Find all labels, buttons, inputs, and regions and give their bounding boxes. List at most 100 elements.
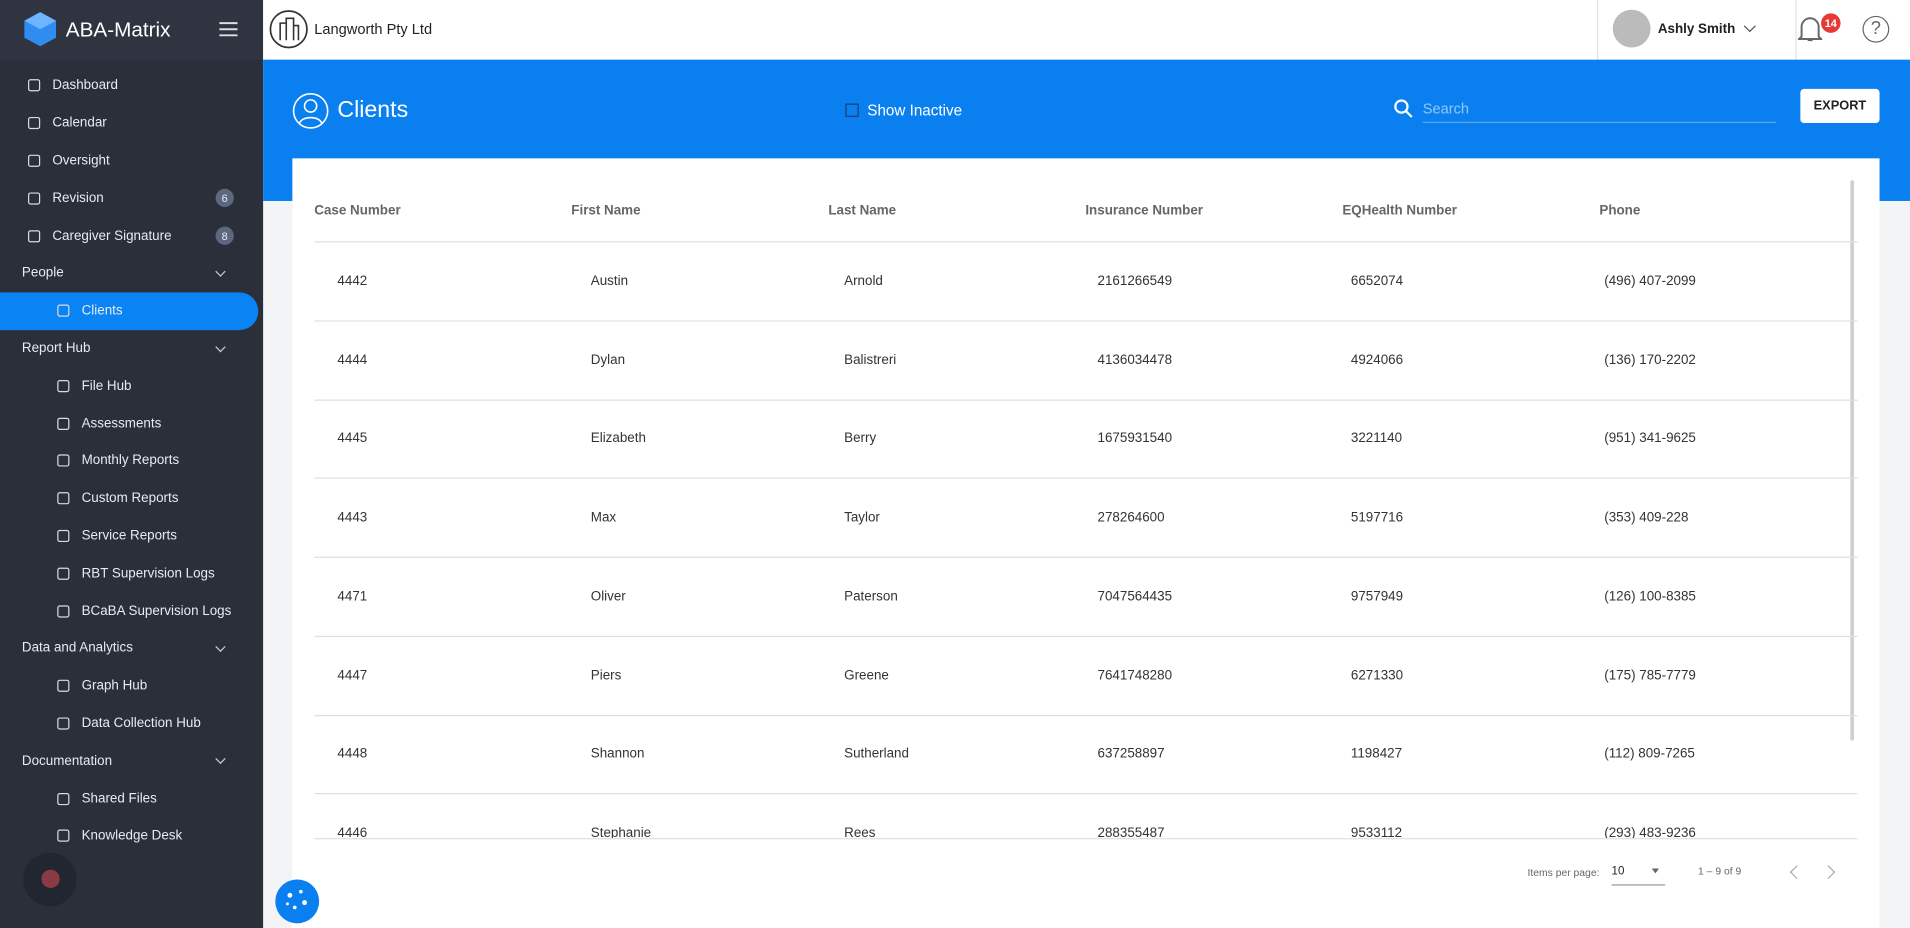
nav-section-title[interactable]: Documentation xyxy=(21,753,113,769)
table-row[interactable]: 4447 Piers Greene 7641748280 6271330 (175) 78… xyxy=(0,636,1910,716)
user-name[interactable]: Ashly Smith xyxy=(1657,21,1736,37)
table-row[interactable]: 4445 Elizabeth Berry 1675931540 3221140 (951)… xyxy=(0,400,1910,480)
nav-label[interactable]: Custom Reports xyxy=(81,491,179,506)
table-cell: 7047564435 xyxy=(1097,589,1173,604)
column-header[interactable]: Insurance Number xyxy=(1085,203,1203,219)
nav-item[interactable]: File Hub xyxy=(0,367,263,405)
table-cell: Stephanie xyxy=(590,825,652,839)
table-cell: 5197716 xyxy=(1350,510,1404,526)
cookie-button[interactable] xyxy=(274,878,320,924)
table-cell: 637258897 xyxy=(1097,746,1165,762)
nav-icon xyxy=(57,379,70,392)
table-cell: 4924066 xyxy=(1350,352,1404,368)
column-header[interactable]: Phone xyxy=(1599,203,1641,219)
nav-section[interactable]: Data and Analytics xyxy=(0,630,263,668)
nav-label[interactable]: Shared Files xyxy=(81,791,157,806)
help-icon[interactable]: ? xyxy=(1862,15,1890,43)
status-widget[interactable] xyxy=(23,852,77,907)
nav-item[interactable]: Dashboard xyxy=(0,67,263,105)
table-cell: 4446 xyxy=(337,825,368,839)
column-header[interactable]: EQHealth Number xyxy=(1342,203,1458,219)
sidebar-header: ABA-Matrix xyxy=(0,0,264,60)
table-row[interactable]: 4444 Dylan Balistreri 4136034478 4924066 (136… xyxy=(0,321,1910,401)
table-cell: Arnold xyxy=(844,274,883,289)
row-divider xyxy=(314,635,1858,637)
nav-label[interactable]: Clients xyxy=(81,303,123,319)
show-inactive-checkbox[interactable] xyxy=(845,103,859,117)
nav-label[interactable]: Calendar xyxy=(52,115,107,131)
table-cell: 6652074 xyxy=(1350,274,1404,289)
nav-item[interactable]: Data Collection Hub xyxy=(0,705,263,743)
search-input[interactable]: Search xyxy=(1422,100,1777,124)
nav-label[interactable]: Knowledge Desk xyxy=(81,828,183,844)
menu-toggle[interactable] xyxy=(219,22,238,37)
table-row[interactable]: 4443 Max Taylor 278264600 5197716 (353) 409-2… xyxy=(0,479,1910,559)
column-header[interactable]: First Name xyxy=(571,203,641,219)
page-size-select[interactable]: 10 xyxy=(1611,865,1666,886)
user-avatar[interactable] xyxy=(1612,9,1651,48)
nav-icon xyxy=(28,117,41,130)
nav-icon xyxy=(28,79,41,92)
table-cell: 1198427 xyxy=(1350,746,1403,762)
table-card xyxy=(292,158,1880,928)
column-header[interactable]: Case Number xyxy=(314,203,401,219)
nav-label[interactable]: Oversight xyxy=(52,153,110,169)
table-row[interactable]: 4446 Stephanie Rees 288355487 9533112 (293) 4… xyxy=(0,794,1910,838)
page-size-arrow[interactable] xyxy=(1651,868,1660,874)
table-cell: 1675931540 xyxy=(1097,431,1173,447)
table-cell: (136) 170-2202 xyxy=(1604,352,1696,368)
nav-icon xyxy=(57,567,70,580)
table-cell: Max xyxy=(590,510,617,526)
table-row[interactable]: 4448 Shannon Sutherland 637258897 1198427 (11… xyxy=(0,715,1910,795)
nav-item[interactable]: Monthly Reports xyxy=(0,442,263,480)
nav-item[interactable]: Shared Files xyxy=(0,780,263,818)
notification-badge: 14 xyxy=(1821,13,1841,33)
scrollbar[interactable] xyxy=(1850,180,1854,741)
nav-item[interactable]: Calendar xyxy=(0,105,263,143)
nav-item[interactable]: Knowledge Desk xyxy=(0,817,263,855)
export-button[interactable]: EXPORT xyxy=(1800,88,1880,124)
table-row[interactable]: 4471 Oliver Paterson 7047564435 9757949 (126)… xyxy=(0,558,1910,637)
table-cell: Balistreri xyxy=(844,352,897,368)
nav-item[interactable]: Revision 6 xyxy=(0,180,263,218)
table-cell: 4444 xyxy=(337,352,368,368)
nav-section-title[interactable]: People xyxy=(21,266,64,281)
nav: Dashboard Calendar Oversight Revision 6 Careg… xyxy=(0,67,263,855)
user-menu-chevron[interactable] xyxy=(1743,20,1756,33)
nav-item[interactable]: Graph Hub xyxy=(0,667,263,705)
nav-item[interactable]: Service Reports xyxy=(0,517,263,555)
nav-label[interactable]: Caregiver Signature xyxy=(52,228,172,244)
app-name: ABA-Matrix xyxy=(65,18,171,42)
topbar: Langworth Pty Ltd Ashly Smith 14 ? xyxy=(263,0,1910,61)
nav-item[interactable]: BCaBA Supervision Logs xyxy=(0,592,263,630)
nav-section[interactable]: People xyxy=(0,255,263,293)
nav-item[interactable]: Caregiver Signature 8 xyxy=(0,217,263,255)
nav-item[interactable]: Custom Reports xyxy=(0,480,263,518)
nav-label[interactable]: File Hub xyxy=(81,378,132,394)
nav-label[interactable]: Monthly Reports xyxy=(81,453,180,469)
bell-icon[interactable] xyxy=(1797,15,1823,44)
nav-section[interactable]: Report Hub xyxy=(0,330,263,368)
table-cell: Greene xyxy=(844,668,889,683)
table-cell: 4136034478 xyxy=(1097,352,1173,368)
nav-section[interactable]: Documentation xyxy=(0,742,263,780)
page-range: 1 – 9 of 9 xyxy=(1698,864,1742,878)
nav-label[interactable]: Service Reports xyxy=(81,528,177,544)
nav-label[interactable]: Graph Hub xyxy=(81,678,148,694)
nav-label[interactable]: Dashboard xyxy=(52,78,118,94)
nav-item[interactable]: RBT Supervision Logs xyxy=(0,555,263,593)
show-inactive-label[interactable]: Show Inactive xyxy=(867,102,963,120)
nav-label[interactable]: Data Collection Hub xyxy=(81,716,201,731)
nav-item[interactable]: Assessments xyxy=(0,405,263,443)
nav-item[interactable]: Oversight xyxy=(0,142,263,180)
nav-label[interactable]: RBT Supervision Logs xyxy=(81,566,215,581)
nav-label[interactable]: BCaBA Supervision Logs xyxy=(81,603,232,619)
nav-item[interactable]: Clients xyxy=(0,292,259,330)
column-header[interactable]: Last Name xyxy=(828,203,897,219)
table-row[interactable]: 4442 Austin Arnold 2161266549 6652074 (496) 4… xyxy=(0,242,1910,322)
nav-section-title[interactable]: Report Hub xyxy=(21,341,91,356)
nav-label[interactable]: Revision xyxy=(52,190,104,206)
table-cell: (951) 341-9625 xyxy=(1604,431,1696,447)
nav-section-title[interactable]: Data and Analytics xyxy=(21,641,133,656)
nav-label[interactable]: Assessments xyxy=(81,416,162,431)
